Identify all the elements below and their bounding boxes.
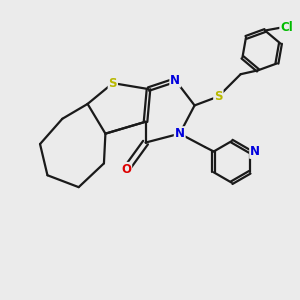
Text: Cl: Cl	[280, 21, 293, 34]
Text: N: N	[170, 74, 180, 87]
Text: S: S	[214, 90, 223, 103]
Text: S: S	[109, 76, 117, 90]
Text: N: N	[175, 127, 185, 140]
Text: N: N	[250, 145, 260, 158]
Text: O: O	[121, 163, 131, 176]
